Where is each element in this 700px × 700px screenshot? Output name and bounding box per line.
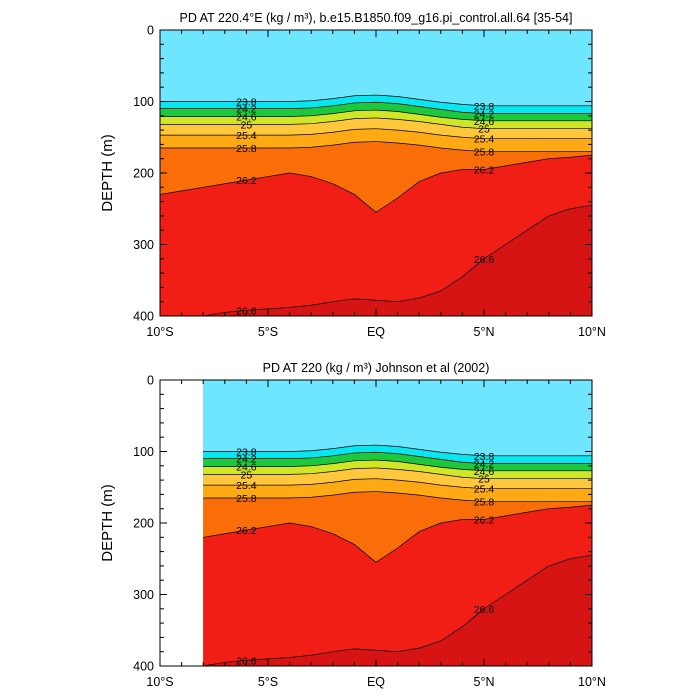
contour-label: 25.8 [474,497,495,509]
contour-line-24.2 [203,451,592,465]
contour-label: 24.6 [474,116,495,128]
contour-label: 25 [241,469,253,481]
y-tick-label: 0 [147,24,154,38]
fill-band-26.6 [203,205,592,316]
x-tick-label: EQ [367,325,385,339]
contour-label: 23.8 [474,451,495,463]
chart-title: PD AT 220.4°E (kg / m³), b.e15.B1850.f09… [180,11,573,25]
contour-label: 25 [478,124,490,136]
contour-lines [203,348,592,666]
contour-line-23.8 [203,444,592,457]
contour-label: 25 [478,474,490,486]
contour-line-24.6 [160,109,592,122]
contour-line-22.6 [506,348,592,373]
contour-label: 23.8 [236,97,257,109]
contour-label: 25.4 [474,134,495,146]
contour-label: 26.2 [236,525,257,537]
contour-label: 24.2 [236,104,257,116]
contour-line-26.6 [203,554,592,666]
contour-label: 23.8 [236,447,257,459]
contour-line-24.2 [160,101,592,115]
y-tick-label: 100 [133,95,154,109]
contour-label: 26.6 [236,305,257,317]
x-tick-label: 10°N [578,675,606,689]
contour-label: 25.8 [236,493,257,505]
contour-line-23.8 [160,94,592,107]
contour-label: 26.2 [474,164,495,176]
x-tick-label: 5°N [474,675,495,689]
y-tick-label: 0 [147,374,154,388]
contour-label: 24.6 [474,466,495,478]
contour-line-25.4 [160,128,592,140]
contour-line-25 [160,117,592,130]
contour-label: 26.2 [236,175,257,187]
contour-line-25.4 [203,478,592,490]
x-tick-label: 5°S [258,675,278,689]
y-tick-label: 200 [133,517,154,531]
contour-line-26.6 [201,204,592,316]
contour-label: 25.4 [236,130,257,142]
x-tick-label: 5°S [258,325,278,339]
contour-label: 23.8 [474,101,495,113]
y-tick-label: 100 [133,445,154,459]
contour-line-26.2 [160,154,592,213]
contour-label: 24.2 [474,109,495,121]
x-tick-label: 10°N [578,325,606,339]
y-tick-label: 400 [133,310,154,324]
contour-label: 25.4 [236,480,257,492]
contour-label: 26.2 [474,514,495,526]
density-fill [160,30,592,316]
x-tick-label: 5°N [474,325,495,339]
contour-label: 25.8 [474,147,495,159]
contour-label: 26.6 [236,655,257,667]
contour-label: 26.6 [474,604,495,616]
contour-label: 25.8 [236,143,257,155]
density-fill [203,380,592,666]
y-axis-label: DEPTH (m) [99,134,116,212]
contour-label: 25.4 [474,484,495,496]
x-tick-label: 10°S [146,675,173,689]
y-tick-label: 200 [133,167,154,181]
y-tick-label: 400 [133,660,154,674]
contour-line-25.8 [203,491,592,502]
chart-title: PD AT 220 (kg / m³) Johnson et al (2002) [263,361,490,375]
contour-label: 26.6 [474,254,495,266]
contour-label: 24.2 [236,454,257,466]
y-axis-label: DEPTH (m) [99,484,116,562]
contour-lines [160,94,592,316]
contour-label: 25 [241,119,253,131]
contour-line-25.8 [160,141,592,152]
y-tick-label: 300 [133,238,154,252]
contour-line-25 [203,467,592,480]
y-tick-label: 300 [133,588,154,602]
fill-band-26.6 [203,555,592,666]
contour-line-24.6 [203,459,592,472]
contour-label: 24.6 [236,462,257,474]
contour-line-26.2 [203,504,592,563]
contour-label: 24.6 [236,112,257,124]
x-tick-label: 10°S [146,325,173,339]
contour-label: 24.2 [474,459,495,471]
x-tick-label: EQ [367,675,385,689]
